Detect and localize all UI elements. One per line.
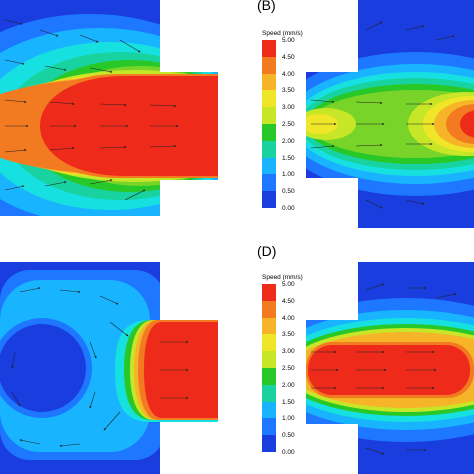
legend-swatch xyxy=(262,351,276,368)
legend-title: Speed (mm/s) xyxy=(262,30,303,37)
legend-swatch xyxy=(262,124,276,141)
legend-swatch xyxy=(262,107,276,124)
legend-tick-label: 3.50 xyxy=(282,87,295,95)
legend-tick-label: 2.50 xyxy=(282,365,295,372)
legend-title: Speed (mm/s) xyxy=(262,274,303,281)
legend-tick-label: 1.00 xyxy=(282,171,295,179)
legend-swatch xyxy=(262,174,276,192)
speed-legend-top: Speed (mm/s) 5.00 4.50 4.00 3.50 3.00 2.50 2.0… xyxy=(262,30,322,220)
legend-tick-label: 2.50 xyxy=(282,121,295,128)
legend-tick-label: 4.00 xyxy=(282,70,295,78)
legend-swatch xyxy=(262,157,276,175)
flow-panel-c xyxy=(0,262,218,474)
legend-tick-label: 3.00 xyxy=(282,104,295,112)
panel-label-b: (B) xyxy=(257,0,276,13)
legend-tick-label: 2.00 xyxy=(282,381,295,389)
legend-swatch xyxy=(262,334,276,352)
legend-swatch xyxy=(262,300,276,318)
legend-swatch xyxy=(262,90,276,108)
legend-tick-label: 4.00 xyxy=(282,314,295,322)
legend-tick-label: 0.00 xyxy=(282,449,295,456)
flow-panel-d xyxy=(306,262,474,474)
legend-swatch xyxy=(262,401,276,419)
flow-panel-b xyxy=(306,0,474,228)
legend-tick-label: 1.00 xyxy=(282,415,295,423)
legend-tick-label: 1.50 xyxy=(282,398,295,406)
legend-tick-label: 2.00 xyxy=(282,137,295,145)
legend-swatch xyxy=(262,40,276,57)
legend-tick-label: 1.50 xyxy=(282,154,295,162)
panel-label-d: (D) xyxy=(257,243,277,259)
legend-swatch xyxy=(262,317,276,335)
legend-swatch xyxy=(262,73,276,91)
legend-tick-label: 3.50 xyxy=(282,331,295,339)
legend-swatch xyxy=(262,191,276,208)
legend-swatch xyxy=(262,384,276,402)
speed-legend-bottom: Speed (mm/s) 5.00 4.50 4.00 3.50 3.00 2.50 2.0… xyxy=(262,274,322,469)
legend-swatch xyxy=(262,140,276,158)
legend-tick-label: 4.50 xyxy=(282,297,295,305)
flow-panel-a xyxy=(0,0,218,216)
legend-swatch xyxy=(262,368,276,385)
legend-swatch xyxy=(262,418,276,436)
legend-swatch xyxy=(262,284,276,301)
legend-tick-label: 5.00 xyxy=(282,37,295,44)
legend-tick-label: 0.00 xyxy=(282,205,295,212)
legend-tick-label: 3.00 xyxy=(282,348,295,356)
legend-tick-label: 0.50 xyxy=(282,432,295,440)
legend-tick-label: 0.50 xyxy=(282,188,295,196)
legend-swatch xyxy=(262,56,276,74)
legend-tick-label: 5.00 xyxy=(282,281,295,288)
legend-swatch xyxy=(262,435,276,452)
legend-tick-label: 4.50 xyxy=(282,53,295,61)
